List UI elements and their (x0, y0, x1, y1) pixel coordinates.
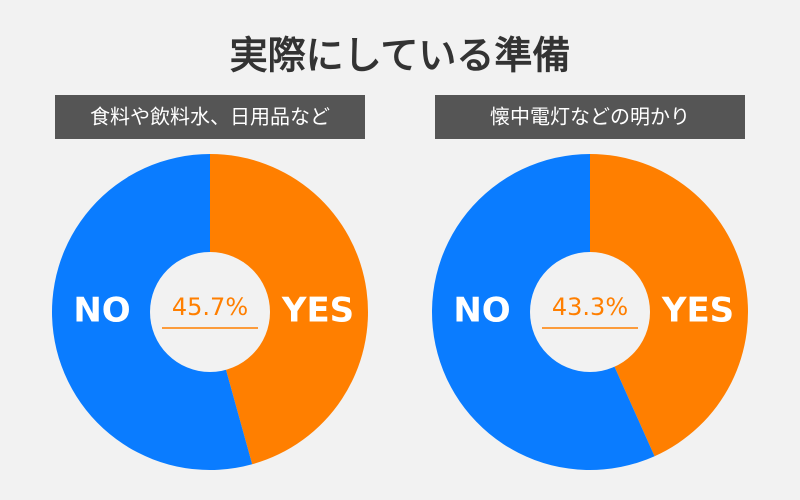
slice-label: YES (281, 291, 354, 331)
subtitle-box (55, 95, 365, 139)
center-value: 43.3% (552, 293, 628, 321)
center-value: 45.7% (172, 293, 248, 321)
pie-slice (210, 154, 368, 465)
pie-slice (590, 154, 749, 457)
donut-hole (150, 252, 270, 372)
donut-hole (530, 252, 650, 372)
slice-label: YES (661, 291, 734, 331)
chart-subtitle: 食料や飲料水、日用品など (90, 105, 330, 129)
slice-label: NO (453, 291, 510, 331)
slice-label: NO (73, 291, 130, 331)
page-title: 実際にしている準備 (230, 34, 571, 78)
subtitle-box (435, 95, 745, 139)
chart-subtitle: 懐中電灯などの明かり (490, 105, 690, 129)
